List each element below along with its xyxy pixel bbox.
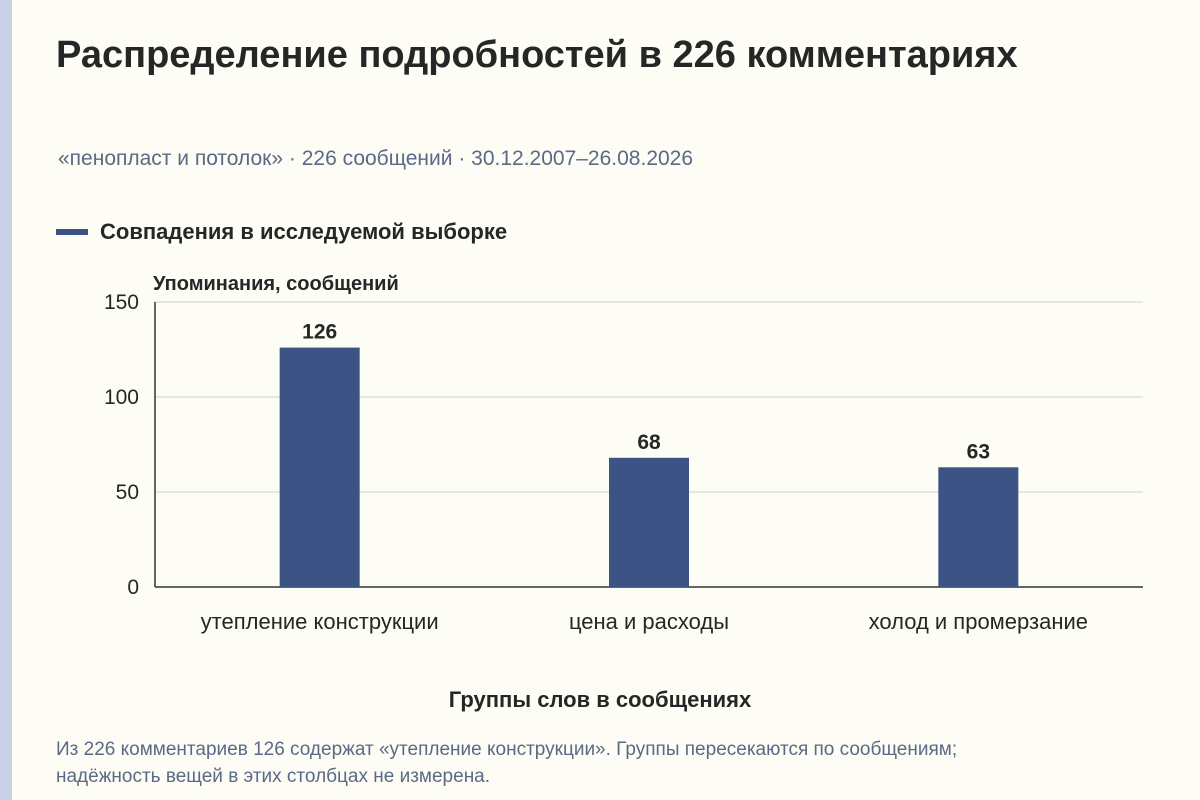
chart-legend: Совпадения в исследуемой выборке (56, 219, 507, 245)
x-tick-label: утепление конструкции (201, 609, 439, 634)
page-subtitle: «пенопласт и потолок» · 226 сообщений · … (58, 147, 694, 170)
x-axis-label: Группы слов в сообщениях (448, 687, 752, 712)
legend-label: Совпадения в исследуемой выборке (100, 219, 508, 244)
x-tick-label: холод и промерзание (869, 609, 1088, 634)
bar (609, 457, 689, 587)
bar (279, 347, 360, 587)
left-accent-stripe (0, 0, 12, 800)
x-tick-label: цена и расходы (569, 609, 729, 634)
bar-value-label: 63 (967, 440, 990, 463)
bar-value-label: 126 (302, 321, 337, 344)
legend-swatch (56, 229, 88, 235)
y-tick-label: 50 (116, 481, 139, 504)
y-tick-label: 0 (127, 576, 139, 599)
footnote: Из 226 комментариев 126 содержат «утепле… (56, 739, 958, 787)
bar-value-label: 68 (637, 431, 661, 454)
bar (938, 467, 1019, 587)
y-axis-label: Упоминания, сообщений (153, 273, 399, 295)
page-title: Распределение подробностей в 226 коммент… (56, 34, 1018, 76)
y-tick-label: 150 (104, 291, 139, 314)
y-tick-label: 100 (104, 386, 139, 409)
